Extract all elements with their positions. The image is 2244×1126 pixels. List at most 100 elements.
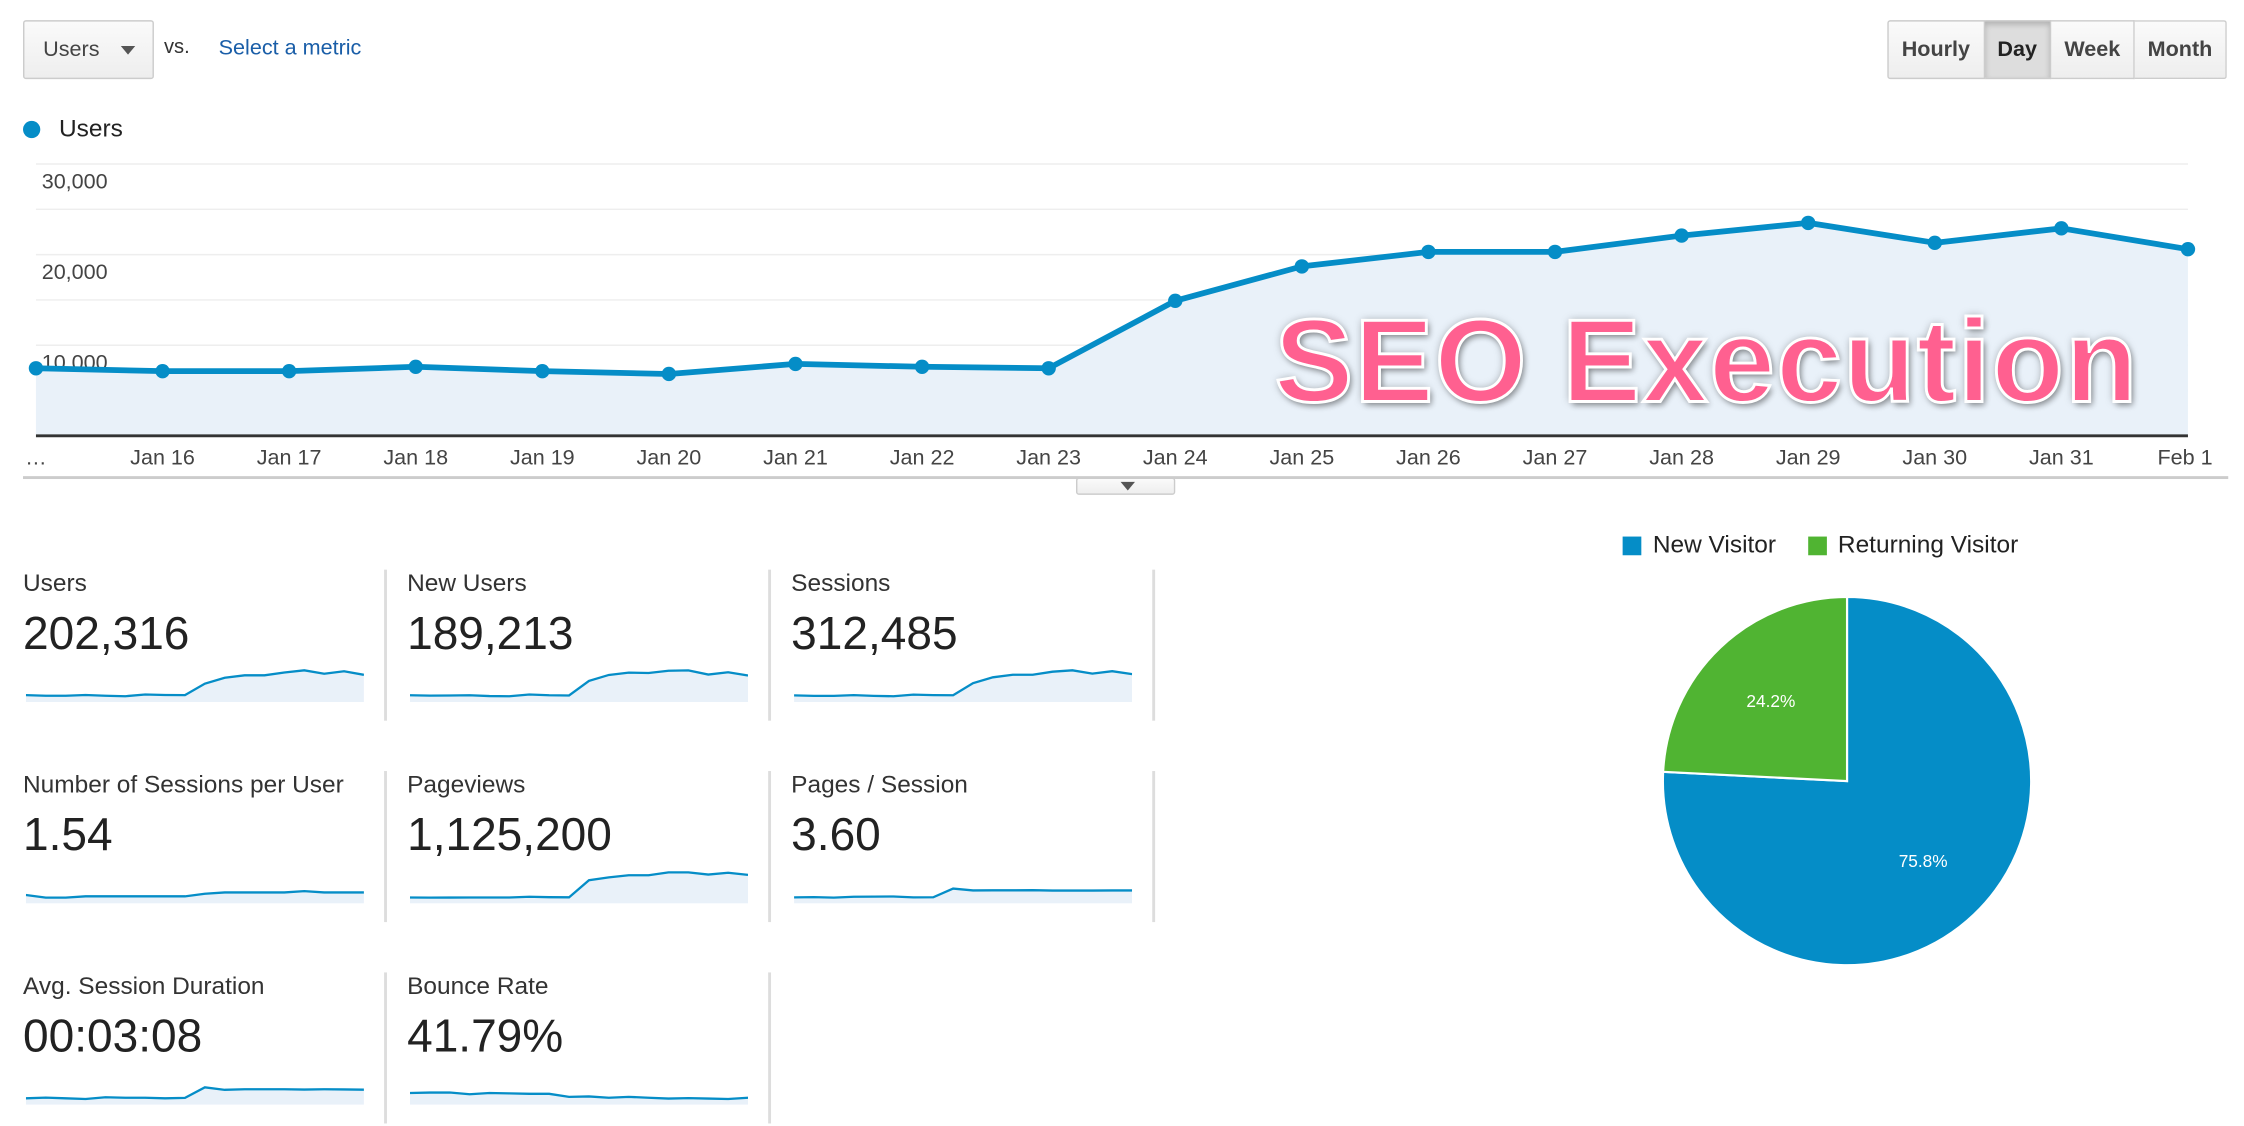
- metric-sparkline: [409, 1091, 749, 1105]
- data-point[interactable]: [1041, 361, 1056, 376]
- sparkline-area: [409, 872, 749, 904]
- visitor-pie-chart: 75.8% 24.2%: [1661, 595, 2033, 967]
- metric-sparkline: [25, 889, 364, 904]
- x-tick-label: Jan 28: [1649, 445, 1714, 470]
- period-week-button[interactable]: Week: [2051, 20, 2135, 80]
- metric-dropdown[interactable]: Users: [23, 20, 154, 80]
- data-point[interactable]: [788, 356, 803, 372]
- data-point[interactable]: [281, 363, 297, 379]
- metric-sparkline: [25, 1086, 364, 1105]
- metric-value: 312,485: [791, 607, 958, 659]
- metric-value: 41.79%: [407, 1009, 564, 1062]
- pie-slice-label: 75.8%: [1899, 851, 1948, 871]
- metric-tile[interactable]: New Users 189,213: [407, 570, 752, 721]
- metric-tile[interactable]: Pageviews 1,125,200: [407, 771, 752, 922]
- x-tick-label: Jan 25: [1269, 445, 1334, 470]
- new-visitor-swatch: [1622, 535, 1642, 555]
- data-point[interactable]: [535, 363, 550, 379]
- x-tick-label: Jan 31: [2029, 445, 2094, 470]
- metric-title: Users: [23, 569, 87, 597]
- sparkline-area: [409, 670, 749, 702]
- metric-value: 189,213: [407, 607, 574, 659]
- series-area: [35, 222, 2188, 436]
- sparkline-line: [409, 669, 749, 698]
- tile-divider: [768, 771, 772, 923]
- metric-value: 00:03:08: [23, 1009, 203, 1062]
- sparkline-line: [794, 887, 1133, 899]
- data-point[interactable]: [1294, 259, 1310, 274]
- x-tick-label: Jan 30: [1902, 445, 1967, 470]
- period-day-button[interactable]: Day: [1984, 20, 2052, 80]
- data-point[interactable]: [408, 359, 423, 375]
- metric-tile[interactable]: Number of Sessions per User 1.54: [23, 771, 368, 922]
- metric-title: Number of Sessions per User: [23, 771, 344, 799]
- data-point[interactable]: [914, 359, 930, 375]
- metric-value: 1,125,200: [407, 808, 612, 861]
- period-month-button[interactable]: Month: [2134, 20, 2227, 80]
- sparkline-area: [794, 670, 1133, 702]
- tile-divider: [1152, 771, 1156, 923]
- legend-new-visitor[interactable]: New Visitor: [1652, 530, 1777, 559]
- sparkline-area: [25, 1087, 364, 1105]
- sparkline-line: [25, 889, 364, 899]
- data-point[interactable]: [1168, 293, 1183, 309]
- data-point[interactable]: [1547, 244, 1563, 260]
- x-tick-label: …: [25, 445, 47, 470]
- tile-divider: [384, 569, 387, 721]
- sparkline-line: [794, 669, 1133, 698]
- sparkline-line: [409, 871, 749, 899]
- sparkline-line: [25, 1086, 364, 1101]
- data-point[interactable]: [2054, 221, 2069, 236]
- x-tick-label: Jan 22: [890, 445, 955, 470]
- metric-tile[interactable]: Users 202,316: [23, 570, 368, 721]
- sparkline-area: [25, 891, 364, 904]
- x-tick-label: Jan 18: [383, 445, 448, 470]
- metric-value: 202,316: [23, 607, 190, 659]
- metric-sparkline: [794, 887, 1133, 904]
- tile-divider: [384, 972, 387, 1124]
- sparkline-area: [409, 1092, 749, 1105]
- data-point[interactable]: [661, 366, 677, 382]
- sparkline-line: [409, 1091, 749, 1101]
- metric-tile[interactable]: Bounce Rate 41.79%: [407, 972, 752, 1123]
- metric-sparkline: [25, 669, 364, 702]
- metric-tile[interactable]: Sessions 312,485: [791, 570, 1136, 721]
- metric-tile[interactable]: Avg. Session Duration 00:03:08: [23, 972, 368, 1123]
- x-tick-label: Jan 19: [510, 445, 575, 470]
- data-point[interactable]: [155, 363, 170, 379]
- data-point[interactable]: [2180, 241, 2196, 257]
- metric-title: Bounce Rate: [407, 972, 549, 1000]
- select-metric-link[interactable]: Select a metric: [218, 35, 362, 61]
- x-tick-label: Feb 1: [2158, 445, 2213, 470]
- pie-slice-returning-visitor[interactable]: [1662, 595, 1849, 783]
- collapse-toggle-button[interactable]: [1075, 477, 1176, 495]
- data-point[interactable]: [1927, 235, 1942, 251]
- metric-value: 3.60: [791, 808, 881, 861]
- period-hourly-button[interactable]: Hourly: [1887, 20, 1985, 80]
- data-point[interactable]: [28, 361, 44, 376]
- vs-label: vs.: [163, 34, 190, 58]
- data-point[interactable]: [1801, 215, 1816, 231]
- pie-slice-new-visitor[interactable]: [1661, 595, 2033, 967]
- tile-divider: [768, 972, 772, 1124]
- pie-slice-label: 24.2%: [1746, 691, 1795, 711]
- chevron-down-icon: [120, 46, 136, 55]
- metric-title: Pageviews: [407, 771, 526, 799]
- metric-title: Sessions: [791, 569, 891, 597]
- legend-returning-visitor[interactable]: Returning Visitor: [1837, 530, 2019, 559]
- metric-value: 1.54: [23, 808, 113, 861]
- data-point[interactable]: [1421, 244, 1436, 260]
- metric-sparkline: [409, 871, 749, 904]
- metric-tile[interactable]: Pages / Session 3.60: [791, 771, 1136, 922]
- metric-sparkline: [409, 669, 749, 702]
- sparkline-area: [794, 888, 1133, 904]
- x-tick-label: Jan 24: [1143, 445, 1208, 470]
- data-point[interactable]: [1674, 228, 1689, 243]
- x-tick-label: Jan 29: [1776, 445, 1841, 470]
- tile-divider: [1152, 569, 1156, 721]
- sparkline-line: [25, 669, 364, 698]
- legend-dot-icon: [23, 120, 41, 139]
- x-tick-label: Jan 27: [1523, 445, 1588, 470]
